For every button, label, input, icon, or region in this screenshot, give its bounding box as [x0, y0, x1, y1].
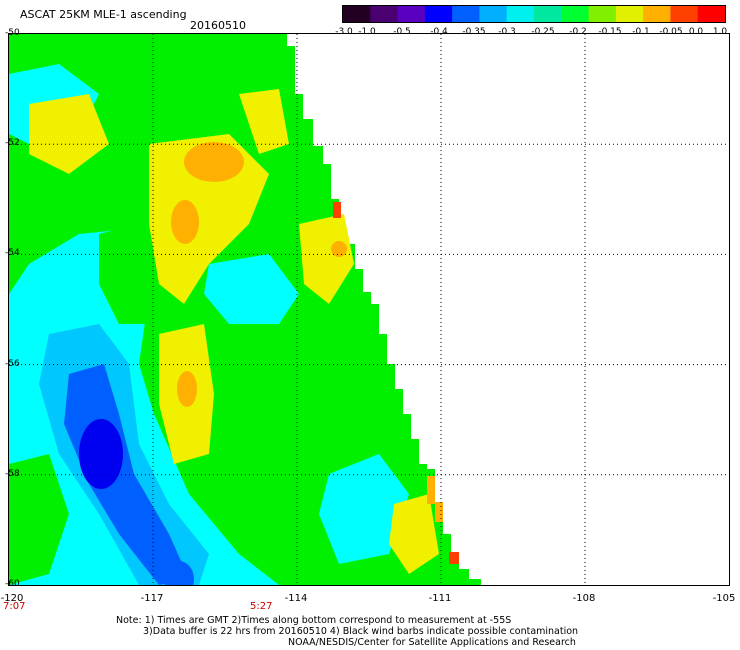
- longitude-tick-label: -120: [0, 593, 24, 604]
- swath-yellow-region: [389, 494, 439, 574]
- color-scale-tick-label: -0.5: [393, 27, 411, 37]
- color-scale-gradient: [343, 6, 725, 22]
- color-scale-tick-label: -1.0: [358, 27, 376, 37]
- swath-yellow-region: [149, 134, 269, 304]
- color-scale-tick-label: -0.1: [632, 27, 650, 37]
- color-scale-tick-label: -0.35: [462, 27, 486, 37]
- latitude-tick-label: -58: [5, 468, 20, 479]
- swath-orange-spot: [331, 241, 347, 257]
- swath-blue-region: [64, 364, 189, 585]
- latitude-tick-label: -50: [5, 28, 20, 38]
- note-line-3: NOAA/NESDIS/Center for Satellite Applica…: [288, 637, 576, 648]
- color-scale-segment: [588, 6, 617, 22]
- swath-orange-spot: [184, 142, 244, 182]
- color-scale-segment: [643, 6, 671, 22]
- color-scale-segment: [670, 6, 699, 22]
- color-scale-tick-label: -0.25: [531, 27, 555, 37]
- color-scale-labels: -3.0 -1.0 -0.5 -0.4 -0.35 -0.3 -0.25 -0.2 -0.15-…: [335, 27, 735, 39]
- longitude-tick-label: -105: [712, 593, 736, 604]
- swath-green-region: [99, 224, 159, 324]
- color-scale-segment: [506, 6, 535, 22]
- note-line-2: 3)Data buffer is 22 hrs from 20160510 4)…: [143, 626, 579, 637]
- color-scale-tick-label: -0.4: [430, 27, 448, 37]
- product-date: 20160510: [190, 19, 246, 32]
- color-scale-segment: [697, 6, 725, 22]
- swath-red-cell: [333, 202, 341, 218]
- color-scale-segment: [397, 6, 426, 22]
- color-scale-tick-label: -0.05: [659, 27, 683, 37]
- swath-yellow-region: [239, 89, 289, 154]
- color-scale-tick-label: -0.3: [498, 27, 516, 37]
- swath-orange-spot: [177, 371, 197, 407]
- swath-yellow-region: [299, 214, 354, 304]
- product-title: ASCAT 25KM MLE-1 ascending: [20, 8, 187, 21]
- wind-field-map: [9, 34, 729, 585]
- color-scale-segment: [534, 6, 562, 22]
- color-scale-tick-label: -3.0: [335, 27, 353, 37]
- latitude-tick-label: -60: [5, 579, 20, 589]
- time-label-mid: 5:27: [250, 601, 273, 612]
- time-label-left: 7:07: [3, 601, 26, 612]
- swath-cyan-region: [319, 454, 409, 564]
- color-scale-segment: [615, 6, 644, 22]
- swath-blue-core: [164, 561, 194, 585]
- swath-cyan-region: [9, 229, 279, 585]
- swath-darkblue-core: [79, 419, 123, 489]
- color-scale-segment: [370, 6, 399, 22]
- longitude-tick-label: -114: [284, 593, 308, 604]
- swath-orange-cell: [435, 502, 443, 522]
- color-scale-tick-label: -0.15: [598, 27, 622, 37]
- map-plot-area: [8, 33, 730, 586]
- swath-yellow-region: [29, 94, 109, 174]
- latitude-tick-label: -56: [5, 358, 20, 369]
- note-line-1: Note: 1) Times are GMT 2)Times along bot…: [116, 615, 512, 626]
- longitude-tick-label: -117: [140, 593, 164, 604]
- color-scale-segment: [479, 6, 508, 22]
- swath-red-cell: [449, 552, 459, 564]
- swath-cyan-region: [204, 254, 299, 324]
- latitude-tick-label: -52: [5, 138, 20, 149]
- swath-orange-spot: [171, 200, 199, 244]
- color-scale-tick-label: 1.0: [712, 27, 728, 37]
- color-scale-segment: [452, 6, 480, 22]
- swath-green-region: [9, 454, 69, 585]
- latitude-tick-label: -54: [5, 248, 20, 259]
- swath-orange-cell: [427, 476, 435, 504]
- color-scale-segment: [424, 6, 453, 22]
- color-scale-tick-label: -0.2: [569, 27, 587, 37]
- color-scale-segment: [561, 6, 590, 22]
- color-scale-tick-label: 0.0: [688, 27, 704, 37]
- longitude-tick-label: -111: [428, 593, 452, 604]
- color-scale-bar: [342, 5, 726, 23]
- color-scale-segment: [343, 6, 371, 22]
- longitude-tick-label: -108: [572, 593, 596, 604]
